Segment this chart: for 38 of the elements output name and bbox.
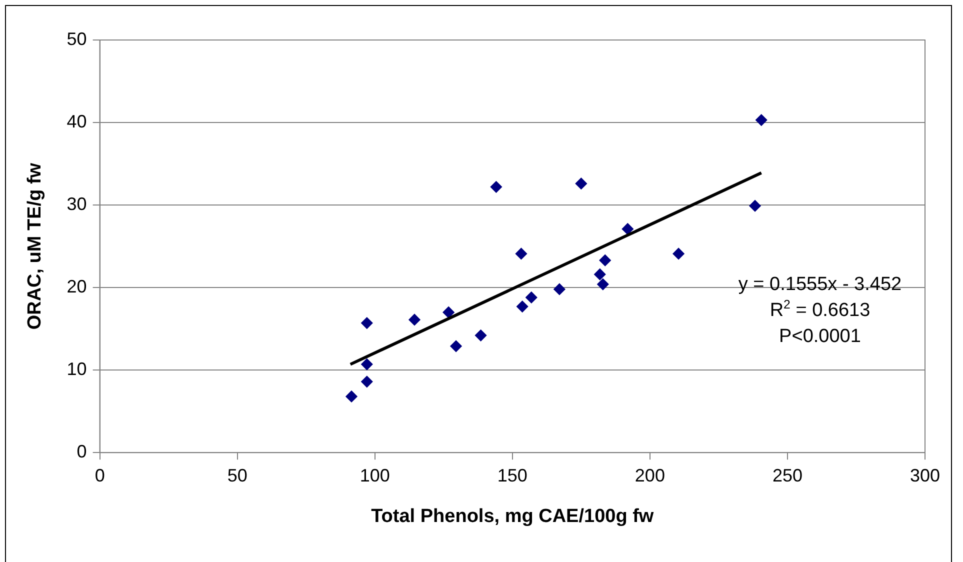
point	[442, 306, 454, 318]
point	[475, 330, 487, 342]
point	[361, 317, 373, 329]
y-tick-label: 10	[66, 359, 87, 380]
x-axis-title: Total Phenols, mg CAE/100g fw	[371, 506, 654, 527]
point	[526, 292, 538, 304]
point	[672, 248, 684, 260]
x-tick-label: 250	[772, 465, 802, 486]
point	[408, 314, 420, 326]
y-tick-label: 0	[76, 442, 87, 462]
x-tick-label: 300	[910, 465, 940, 486]
x-tick-label: 100	[360, 465, 390, 486]
point	[450, 340, 462, 352]
point	[554, 283, 566, 295]
annotation: y = 0.1555x - 3.452	[738, 274, 902, 295]
point	[361, 358, 373, 370]
y-tick-label: 40	[66, 111, 87, 132]
annotation: P<0.0001	[779, 326, 861, 347]
x-tick-label: 150	[497, 465, 528, 486]
point	[599, 254, 611, 266]
x-tick-label: 50	[227, 465, 248, 486]
x-tick-label: 200	[634, 465, 665, 486]
y-tick-label: 20	[66, 276, 87, 297]
y-tick-label: 50	[66, 28, 87, 49]
point	[597, 278, 609, 290]
y-tick-label: 30	[66, 194, 87, 214]
point	[594, 268, 606, 280]
point	[516, 300, 528, 312]
point	[749, 200, 761, 212]
point	[361, 376, 373, 388]
x-tick-label: 0	[94, 465, 105, 486]
point	[575, 178, 587, 190]
point	[490, 181, 502, 193]
point	[346, 390, 358, 402]
y-axis-title: ORAC, uM TE/g fw	[24, 162, 46, 330]
point	[515, 248, 527, 260]
point	[622, 223, 634, 235]
point	[756, 114, 768, 126]
